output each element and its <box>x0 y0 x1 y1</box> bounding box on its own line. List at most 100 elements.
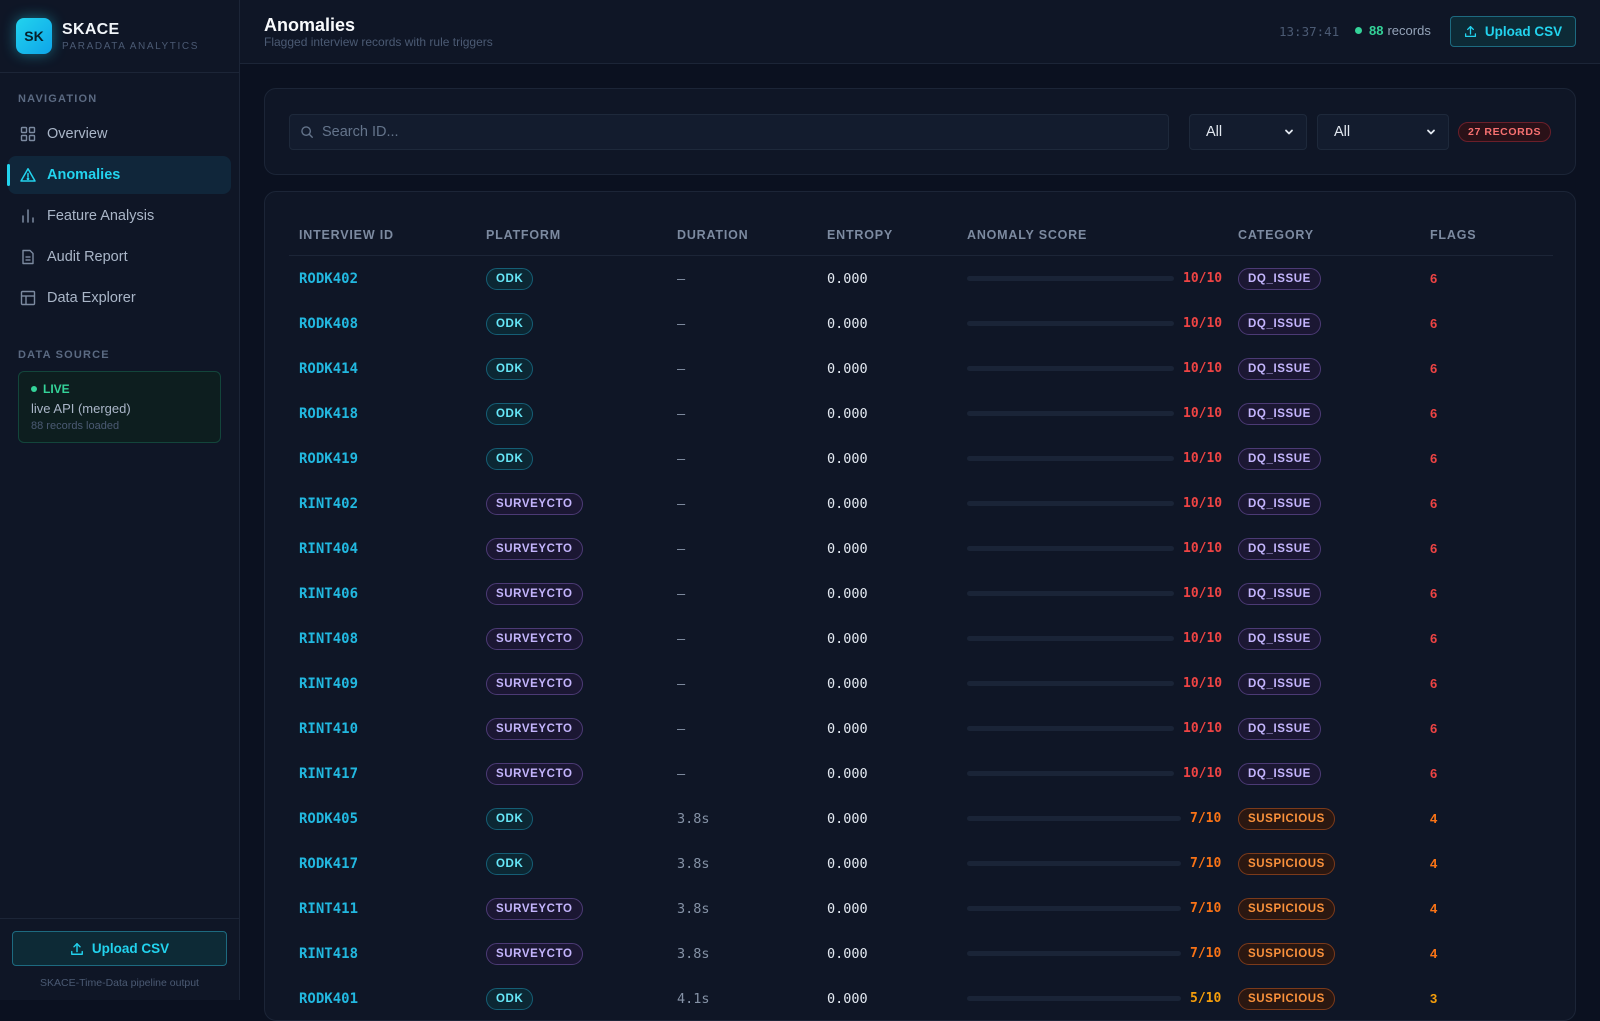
interview-id-link[interactable]: RINT406 <box>299 585 359 602</box>
platform-filter-select[interactable]: All <box>1189 114 1307 150</box>
table-row[interactable]: RINT417 SURVEYCTO — 0.000 10/10 DQ_ISSUE 6 <box>289 751 1553 796</box>
sidebar-item-label: Anomalies <box>47 167 121 183</box>
platform-cell: ODK <box>486 796 534 841</box>
column-header-entropy[interactable]: ENTROPY <box>827 228 894 242</box>
column-header-category[interactable]: CATEGORY <box>1238 228 1314 242</box>
search-box[interactable] <box>289 114 1169 150</box>
platform-cell: ODK <box>486 256 534 301</box>
flags-count: 6 <box>1430 676 1438 691</box>
interview-id-link[interactable]: RODK414 <box>299 360 359 377</box>
anomaly-score-cell: 10/10 <box>967 706 1225 751</box>
score-text: 10/10 <box>1183 496 1223 511</box>
interview-id-link[interactable]: RODK417 <box>299 855 359 872</box>
flags-count: 6 <box>1430 406 1438 421</box>
interview-id-link[interactable]: RINT417 <box>299 765 359 782</box>
data-source-name: live API (merged) <box>31 401 131 416</box>
search-input[interactable] <box>322 124 1142 140</box>
data-source-card: LIVE live API (merged) 88 records loaded <box>18 371 221 443</box>
sidebar-item-audit-report[interactable]: Audit Report <box>8 238 231 276</box>
score-text: 10/10 <box>1183 631 1223 646</box>
interview-id-link[interactable]: RINT408 <box>299 630 359 647</box>
table-row[interactable]: RODK419 ODK — 0.000 10/10 DQ_ISSUE 6 <box>289 436 1553 481</box>
table-row[interactable]: RODK414 ODK — 0.000 10/10 DQ_ISSUE 6 <box>289 346 1553 391</box>
table-row[interactable]: RODK402 ODK — 0.000 10/10 DQ_ISSUE 6 <box>289 256 1553 301</box>
interview-id-link[interactable]: RODK402 <box>299 270 359 287</box>
category-filter-select[interactable]: All <box>1317 114 1449 150</box>
interview-id-link[interactable]: RINT409 <box>299 675 359 692</box>
sidebar-item-feature-analysis[interactable]: Feature Analysis <box>8 197 231 235</box>
column-header-duration[interactable]: DURATION <box>677 228 749 242</box>
sidebar-nav: Overview Anomalies Feature Analysis Audi… <box>0 115 239 317</box>
column-header-interview-id[interactable]: INTERVIEW ID <box>299 228 394 242</box>
table-row[interactable]: RODK417 ODK 3.8s 0.000 7/10 SUSPICIOUS 4 <box>289 841 1553 886</box>
entropy-cell: 0.000 <box>827 675 868 692</box>
category-cell: DQ_ISSUE <box>1238 571 1321 616</box>
duration-cell: — <box>677 360 686 377</box>
platform-badge: ODK <box>486 357 534 380</box>
interview-id-link[interactable]: RODK418 <box>299 405 359 422</box>
platform-cell: ODK <box>486 976 534 1020</box>
entropy-cell: 0.000 <box>827 900 868 917</box>
anomaly-score-cell: 7/10 <box>967 841 1225 886</box>
anomalies-table-panel: INTERVIEW ID PLATFORM DURATION ENTROPY A… <box>264 191 1576 1021</box>
table-row[interactable]: RINT402 SURVEYCTO — 0.000 10/10 DQ_ISSUE 6 <box>289 481 1553 526</box>
duration-cell: — <box>677 270 686 287</box>
interview-id-link[interactable]: RINT418 <box>299 945 359 962</box>
score-bar-track <box>967 771 1174 776</box>
header-upload-csv-button[interactable]: Upload CSV <box>1450 16 1576 47</box>
platform-badge: SURVEYCTO <box>486 492 583 515</box>
table-row[interactable]: RODK405 ODK 3.8s 0.000 7/10 SUSPICIOUS 4 <box>289 796 1553 841</box>
entropy-cell: 0.000 <box>827 450 868 467</box>
interview-id-link[interactable]: RINT402 <box>299 495 359 512</box>
sidebar-footer: Upload CSV SKACE-Time-Data pipeline outp… <box>0 918 239 1000</box>
score-bar-track <box>967 591 1174 596</box>
sidebar-item-anomalies[interactable]: Anomalies <box>7 156 231 194</box>
table-row[interactable]: RODK401 ODK 4.1s 0.000 5/10 SUSPICIOUS 3 <box>289 976 1553 1020</box>
table-row[interactable]: RINT406 SURVEYCTO — 0.000 10/10 DQ_ISSUE 6 <box>289 571 1553 616</box>
table-row[interactable]: RINT408 SURVEYCTO — 0.000 10/10 DQ_ISSUE 6 <box>289 616 1553 661</box>
duration-cell: — <box>677 630 686 647</box>
column-header-flags[interactable]: FLAGS <box>1430 228 1477 242</box>
table-row[interactable]: RINT409 SURVEYCTO — 0.000 10/10 DQ_ISSUE 6 <box>289 661 1553 706</box>
records-label: records <box>1387 23 1431 38</box>
interview-id-link[interactable]: RINT410 <box>299 720 359 737</box>
interview-id-link[interactable]: RODK401 <box>299 990 359 1007</box>
category-cell: DQ_ISSUE <box>1238 436 1321 481</box>
duration-cell: — <box>677 315 686 332</box>
interview-id-link[interactable]: RODK405 <box>299 810 359 827</box>
column-header-platform[interactable]: PLATFORM <box>486 228 561 242</box>
nav-section-label: NAVIGATION <box>18 93 98 105</box>
table-row[interactable]: RINT410 SURVEYCTO — 0.000 10/10 DQ_ISSUE 6 <box>289 706 1553 751</box>
sidebar-item-overview[interactable]: Overview <box>8 115 231 153</box>
score-bar-track <box>967 366 1174 371</box>
warning-triangle-icon <box>20 167 36 183</box>
category-cell: DQ_ISSUE <box>1238 616 1321 661</box>
table-row[interactable]: RINT418 SURVEYCTO 3.8s 0.000 7/10 SUSPICIOUS 4 <box>289 931 1553 976</box>
upload-icon <box>1464 25 1476 38</box>
anomaly-score-cell: 7/10 <box>967 796 1225 841</box>
interview-id-link[interactable]: RINT411 <box>299 900 359 917</box>
table-row[interactable]: RINT411 SURVEYCTO 3.8s 0.000 7/10 SUSPICIOUS 4 <box>289 886 1553 931</box>
score-bar-track <box>967 276 1174 281</box>
column-header-anomaly-score[interactable]: ANOMALY SCORE <box>967 228 1088 242</box>
score-text: 5/10 <box>1190 991 1222 1006</box>
chevron-down-icon <box>1285 129 1293 135</box>
table-row[interactable]: RODK418 ODK — 0.000 10/10 DQ_ISSUE 6 <box>289 391 1553 436</box>
interview-id-link[interactable]: RINT404 <box>299 540 359 557</box>
sidebar-upload-csv-button[interactable]: Upload CSV <box>12 931 227 966</box>
sidebar-item-data-explorer[interactable]: Data Explorer <box>8 279 231 317</box>
flags-count: 6 <box>1430 496 1438 511</box>
table-row[interactable]: RINT404 SURVEYCTO — 0.000 10/10 DQ_ISSUE 6 <box>289 526 1553 571</box>
duration-cell: 4.1s <box>677 990 710 1007</box>
interview-id-link[interactable]: RODK408 <box>299 315 359 332</box>
upload-button-label: Upload CSV <box>1484 24 1563 39</box>
live-status-dot <box>31 386 37 392</box>
flags-count: 4 <box>1430 811 1438 826</box>
category-badge: DQ_ISSUE <box>1238 357 1321 380</box>
table-row[interactable]: RODK408 ODK — 0.000 10/10 DQ_ISSUE 6 <box>289 301 1553 346</box>
platform-cell: ODK <box>486 346 534 391</box>
platform-badge: ODK <box>486 807 534 830</box>
duration-cell: 3.8s <box>677 945 710 962</box>
score-text: 10/10 <box>1183 361 1223 376</box>
interview-id-link[interactable]: RODK419 <box>299 450 359 467</box>
